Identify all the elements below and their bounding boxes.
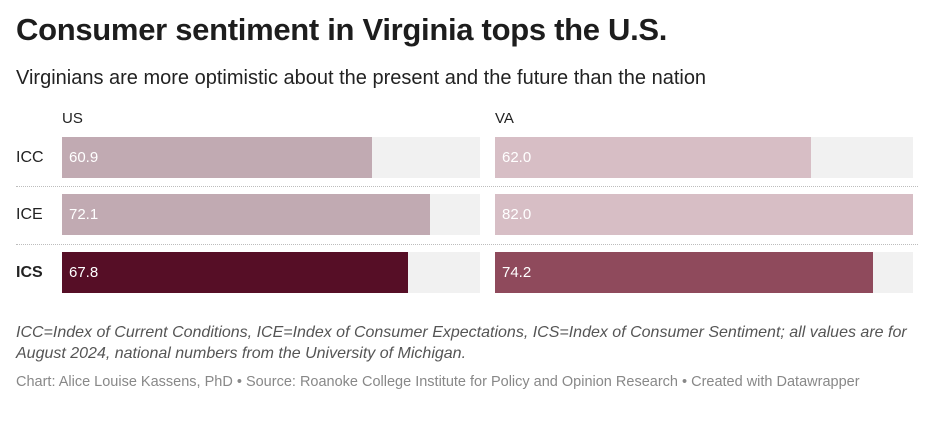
- bar-value-label: 74.2: [502, 264, 532, 281]
- row-divider: [16, 186, 918, 187]
- bar-us-icc: 60.9: [62, 137, 373, 178]
- chart-byline: Chart: Alice Louise Kassens, PhD • Sourc…: [16, 374, 860, 390]
- row-divider: [16, 244, 918, 245]
- bar-track-us-ics: 67.8: [62, 252, 480, 293]
- bar-value-label: 67.8: [69, 264, 99, 281]
- chart-subtitle: Virginians are more optimistic about the…: [16, 67, 707, 89]
- bar-track-va-ice: 82.0: [495, 194, 913, 235]
- row-label-ice: ICE: [16, 205, 43, 223]
- bar-track-us-icc: 60.9: [62, 137, 480, 178]
- bar-value-label: 82.0: [502, 206, 532, 223]
- chart-notes: ICC=Index of Current Conditions, ICE=Ind…: [16, 324, 907, 362]
- bar-value-label: 62.0: [502, 149, 532, 166]
- row-label-ics: ICS: [16, 263, 43, 281]
- chart-title: Consumer sentiment in Virginia tops the …: [16, 12, 668, 47]
- bar-us-ice: 72.1: [62, 194, 430, 235]
- bar-track-us-ice: 72.1: [62, 194, 480, 235]
- panel-header-va: VA: [495, 110, 514, 127]
- row-label-icc: ICC: [16, 148, 44, 166]
- bar-track-va-icc: 62.0: [495, 137, 913, 178]
- bar-va-ice: 82.0: [495, 194, 913, 235]
- bar-value-label: 60.9: [69, 149, 99, 166]
- bar-va-icc: 62.0: [495, 137, 812, 178]
- bar-us-ics: 67.8: [62, 252, 408, 293]
- panel-header-us: US: [62, 110, 83, 127]
- bar-track-va-ics: 74.2: [495, 252, 913, 293]
- bar-value-label: 72.1: [69, 206, 99, 223]
- bar-va-ics: 74.2: [495, 252, 874, 293]
